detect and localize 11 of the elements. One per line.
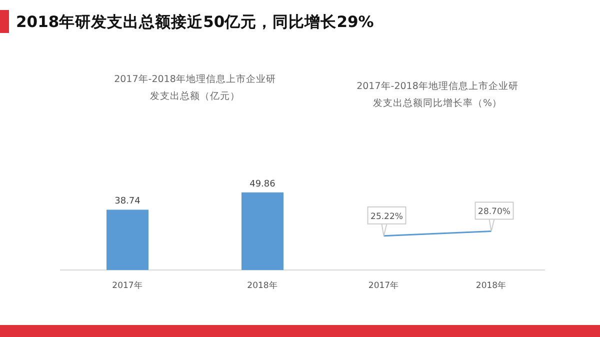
x-tick-label: 2018年 — [476, 280, 507, 291]
x-tick-label: 2017年 — [368, 280, 400, 291]
data-label: 28.70% — [478, 207, 510, 218]
data-label: 25.22% — [370, 212, 403, 222]
chart-title: 2018年研发支出总额接近50亿元，同比增长29% — [16, 13, 374, 31]
data-label: 38.74 — [114, 196, 141, 207]
chart-subtitle: 2017年-2018年地理信息上市企业研发支出总额同比增长率（%） — [356, 80, 518, 109]
data-label: 49.86 — [250, 179, 276, 190]
chart-subtitle: 2017年-2018年地理信息上市企业研发支出总额（亿元） — [114, 73, 276, 102]
x-tick-label: 2017年 — [112, 280, 143, 291]
x-tick-label: 2018年 — [247, 280, 278, 291]
